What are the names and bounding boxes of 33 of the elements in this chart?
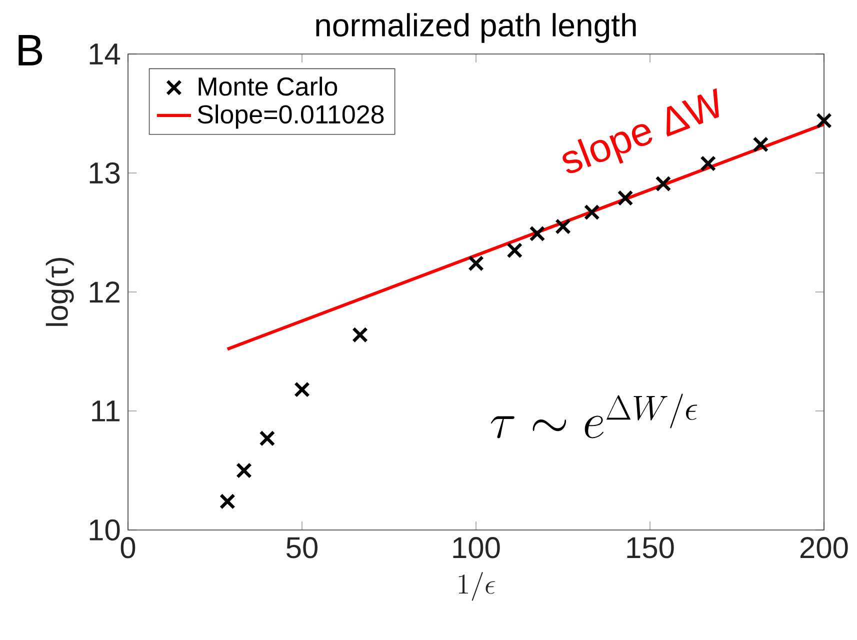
- point: [529, 226, 546, 242]
- point: [655, 176, 672, 192]
- y-tick-label: 12: [90, 282, 120, 302]
- y-axis-title: log(τ): [46, 258, 74, 326]
- point: [617, 190, 634, 206]
- point: [752, 136, 769, 152]
- point: [555, 218, 571, 235]
- point: [219, 493, 236, 510]
- x-tick-label: 100: [453, 537, 500, 558]
- y-tick-label: 13: [90, 162, 120, 184]
- legend-label: Slope=0.011028: [198, 104, 384, 129]
- x-tick-label: 200: [800, 537, 848, 558]
- y-tick-label: 10: [90, 519, 120, 541]
- point: [700, 156, 716, 172]
- x-tick-label: 0: [120, 537, 136, 558]
- y-tick-label: 14: [90, 44, 120, 64]
- point: [506, 242, 523, 258]
- x-tick-label: 150: [627, 537, 674, 558]
- point: [236, 462, 252, 478]
- y-tick-label: 11: [92, 400, 120, 422]
- annotation: $\tau \sim e^{\Delta W/\epsilon}$: [490, 394, 698, 438]
- point: [584, 204, 600, 220]
- point: [294, 382, 310, 398]
- point: [816, 112, 832, 129]
- x-axis-title: $1/\epsilon$: [458, 572, 495, 601]
- text: B: [18, 35, 42, 66]
- annotation: slope ΔW: [562, 88, 719, 174]
- point: [259, 430, 276, 446]
- x-tick-label: 50: [286, 537, 318, 558]
- legend-label: Monte Carlo: [198, 76, 338, 96]
- chart-title: normalized path length: [316, 13, 636, 43]
- point: [352, 326, 368, 343]
- point: [468, 255, 484, 272]
